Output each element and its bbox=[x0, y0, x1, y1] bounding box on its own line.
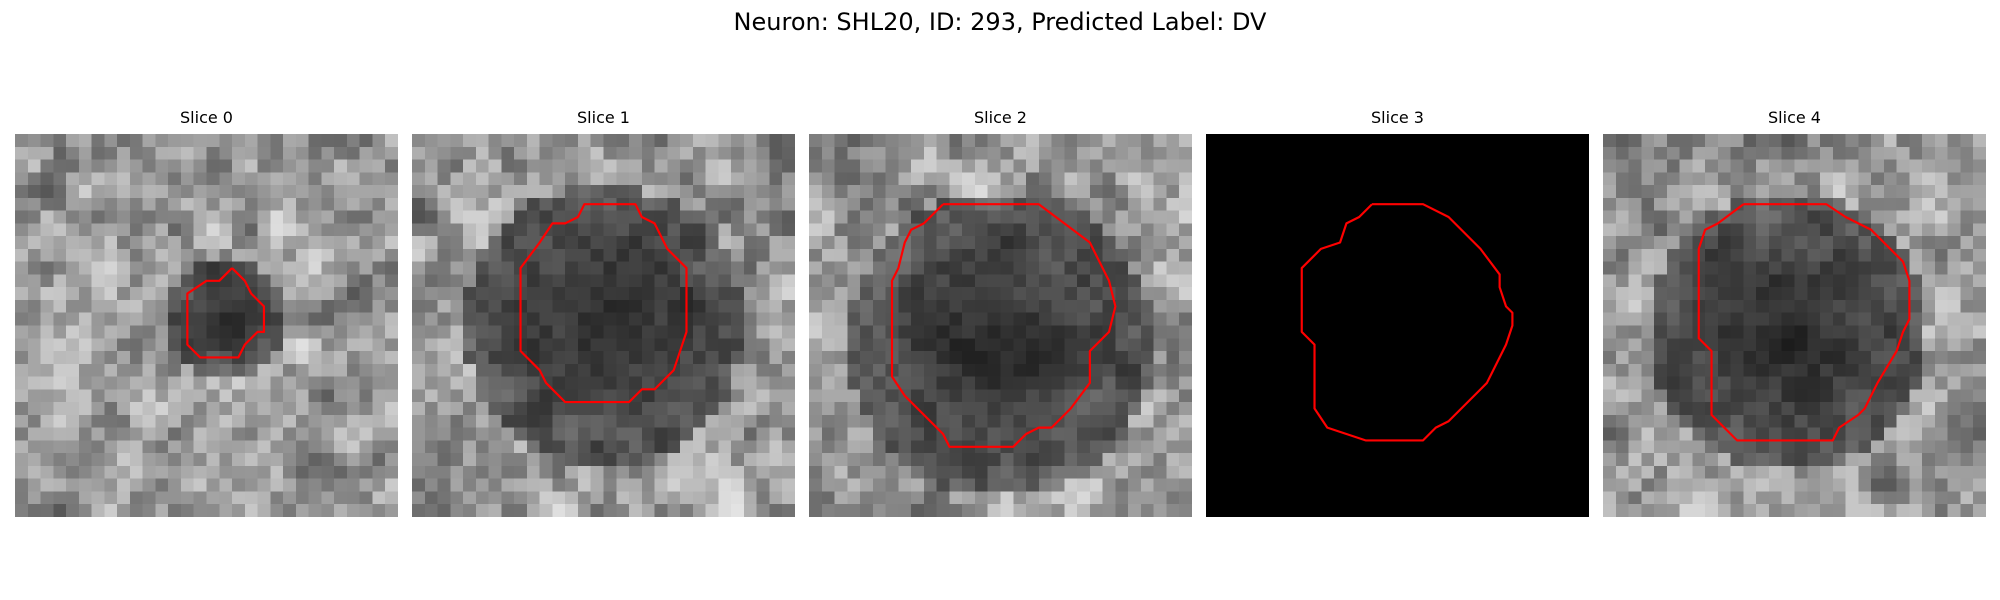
slice-title-2: Slice 2 bbox=[809, 108, 1192, 128]
slice-image-4 bbox=[1603, 134, 1986, 517]
slice-panel-0: Slice 0 bbox=[15, 108, 398, 517]
slice-panel-2: Slice 2 bbox=[809, 108, 1192, 517]
slice-background bbox=[1206, 134, 1589, 517]
slice-title-0: Slice 0 bbox=[15, 108, 398, 128]
slice-title-4: Slice 4 bbox=[1603, 108, 1986, 128]
slice-image-2 bbox=[809, 134, 1192, 517]
slice-image-0 bbox=[15, 134, 398, 517]
slice-panel-4: Slice 4 bbox=[1603, 108, 1986, 517]
slice-title-3: Slice 3 bbox=[1206, 108, 1589, 128]
slice-panel-3: Slice 3 bbox=[1206, 108, 1589, 517]
slice-image-1 bbox=[412, 134, 795, 517]
slice-image-3 bbox=[1206, 134, 1589, 517]
slice-panel-1: Slice 1 bbox=[412, 108, 795, 517]
slice-title-1: Slice 1 bbox=[412, 108, 795, 128]
figure-title: Neuron: SHL20, ID: 293, Predicted Label:… bbox=[0, 6, 2000, 38]
